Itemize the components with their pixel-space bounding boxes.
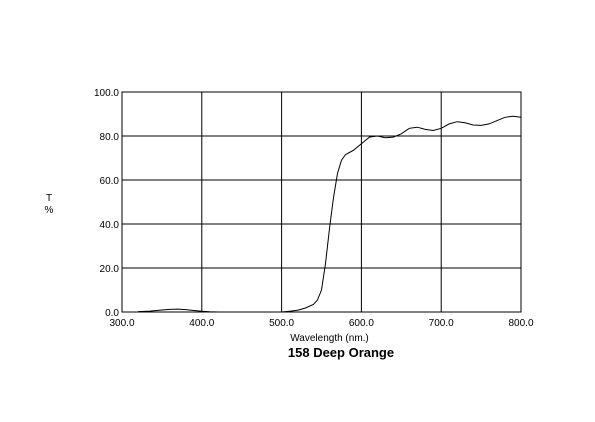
x-axis-label: Wavelength (nm.) [290,333,369,344]
transmission-curve [137,115,522,313]
chart-grid [121,91,522,313]
plot-frame [121,91,522,313]
y-tick-label: 0.0 [105,308,119,319]
x-tick-label: 600.0 [349,318,374,329]
x-tick-label: 400.0 [189,318,214,329]
y-tick-label: 80.0 [100,132,120,143]
y-axis-ticks: 0.0 20.0 40.0 60.0 80.0 100.0 [94,88,119,319]
y-tick-label: 20.0 [100,264,120,275]
y-tick-label: 60.0 [100,176,120,187]
x-tick-label: 500.0 [269,318,294,329]
y-tick-label: 100.0 [94,88,119,99]
y-axis-label-symbol: T [46,193,52,204]
y-axis-label-unit: % [45,205,54,216]
x-axis-ticks: 300.0 400.0 500.0 600.0 700.0 800.0 [109,318,533,329]
chart-title: 158 Deep Orange [288,345,394,360]
x-tick-label: 300.0 [109,318,134,329]
x-tick-label: 800.0 [508,318,533,329]
y-tick-label: 40.0 [100,220,120,231]
x-tick-label: 700.0 [429,318,454,329]
